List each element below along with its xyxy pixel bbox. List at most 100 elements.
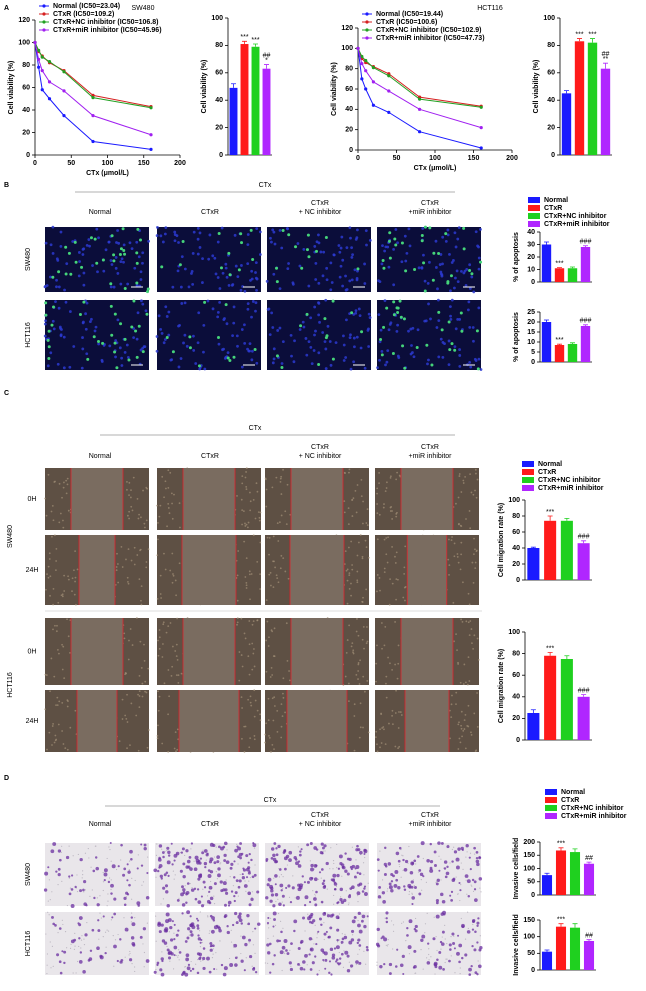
cell xyxy=(45,589,47,591)
nucleus xyxy=(250,270,253,273)
invasive-cell xyxy=(324,912,326,914)
pore xyxy=(346,890,347,891)
micrograph xyxy=(377,226,482,294)
cell xyxy=(271,629,273,631)
invasive-cell xyxy=(174,860,176,862)
nucleus xyxy=(217,276,220,279)
invasive-cell xyxy=(366,946,369,949)
cell xyxy=(460,491,462,493)
pore xyxy=(215,952,216,953)
nucleus xyxy=(427,303,430,306)
bar xyxy=(561,659,573,740)
nucleus xyxy=(437,319,440,322)
cell xyxy=(462,730,464,732)
pore xyxy=(307,964,308,965)
invasive-cell xyxy=(157,922,160,925)
pore xyxy=(207,895,208,896)
cell xyxy=(255,700,257,702)
data-point xyxy=(149,148,152,151)
micrograph xyxy=(44,842,150,908)
pore xyxy=(376,962,377,963)
cell xyxy=(138,514,140,516)
panel-letter: C xyxy=(4,390,9,397)
legend-marker xyxy=(365,12,368,15)
cell xyxy=(268,636,270,638)
legend-label: CTxR+NC inhibitor xyxy=(544,213,607,220)
column-label: CTxR xyxy=(201,453,219,460)
apoptotic-cell xyxy=(114,342,117,345)
pore xyxy=(200,960,201,961)
cell xyxy=(351,645,353,647)
nucleus xyxy=(58,307,61,310)
invasive-cell xyxy=(226,925,228,927)
scratch-gap xyxy=(71,618,123,685)
cell xyxy=(125,718,127,720)
nucleus xyxy=(293,339,296,342)
cell xyxy=(245,582,247,584)
pore xyxy=(336,867,337,868)
invasive-cell xyxy=(110,884,114,888)
apoptotic-cell xyxy=(477,367,480,370)
nucleus xyxy=(87,238,90,241)
cell xyxy=(397,678,399,680)
y-axis-label: % of apoptosis xyxy=(513,312,520,362)
nucleus xyxy=(201,281,204,284)
y-tick-label: 20 xyxy=(512,715,520,722)
cell xyxy=(344,472,346,474)
error-bar xyxy=(557,344,562,345)
scratch-gap xyxy=(407,535,447,605)
cell xyxy=(455,503,457,505)
pore xyxy=(409,891,410,892)
cell xyxy=(346,570,348,572)
pore xyxy=(169,961,170,962)
legend-swatch xyxy=(522,469,534,475)
invasive-cell xyxy=(224,888,227,891)
invasive-cell xyxy=(334,947,336,949)
cell xyxy=(378,472,380,474)
pore xyxy=(352,934,353,935)
cell xyxy=(71,590,73,592)
apoptotic-cell xyxy=(382,259,385,262)
y-axis-label: Cell viability (%) xyxy=(533,60,540,114)
apoptotic-cell xyxy=(276,280,279,283)
pore xyxy=(467,851,468,852)
panel-letter: D xyxy=(4,775,9,782)
cell xyxy=(462,621,464,623)
y-tick-label: 80 xyxy=(215,42,223,49)
invasive-cell xyxy=(235,891,238,894)
nucleus xyxy=(349,237,352,240)
invasive-cell xyxy=(197,888,199,890)
legend-swatch xyxy=(545,805,557,811)
apoptotic-cell xyxy=(468,269,471,272)
invasive-cell xyxy=(358,912,361,915)
invasive-cell xyxy=(441,842,444,845)
nucleus xyxy=(178,366,181,369)
invasive-cell xyxy=(223,881,227,885)
pore xyxy=(156,941,157,942)
invasive-cell xyxy=(181,912,183,914)
cell xyxy=(162,623,164,625)
nucleus xyxy=(164,305,167,308)
legend-label: CTxR+NC inhibitor (IC50=102.9) xyxy=(376,27,481,34)
cell xyxy=(159,629,161,631)
legend-label: CTxR xyxy=(538,469,556,476)
cell xyxy=(362,676,364,678)
invasive-cell xyxy=(170,952,173,955)
invasive-cell xyxy=(409,886,412,889)
cell xyxy=(158,655,160,657)
cell xyxy=(364,691,366,693)
invasive-cell xyxy=(321,868,324,871)
nucleus xyxy=(186,345,189,348)
invasive-cell xyxy=(314,877,318,881)
nucleus xyxy=(381,262,384,265)
nucleus xyxy=(276,329,279,332)
cell xyxy=(366,546,368,548)
invasive-cell xyxy=(337,962,339,964)
legend-swatch xyxy=(528,221,540,227)
legend-marker xyxy=(42,12,45,15)
apoptotic-cell xyxy=(68,252,71,255)
pore xyxy=(343,967,344,968)
nucleus xyxy=(180,286,183,289)
pore xyxy=(134,917,135,918)
invasive-cell xyxy=(44,872,48,876)
